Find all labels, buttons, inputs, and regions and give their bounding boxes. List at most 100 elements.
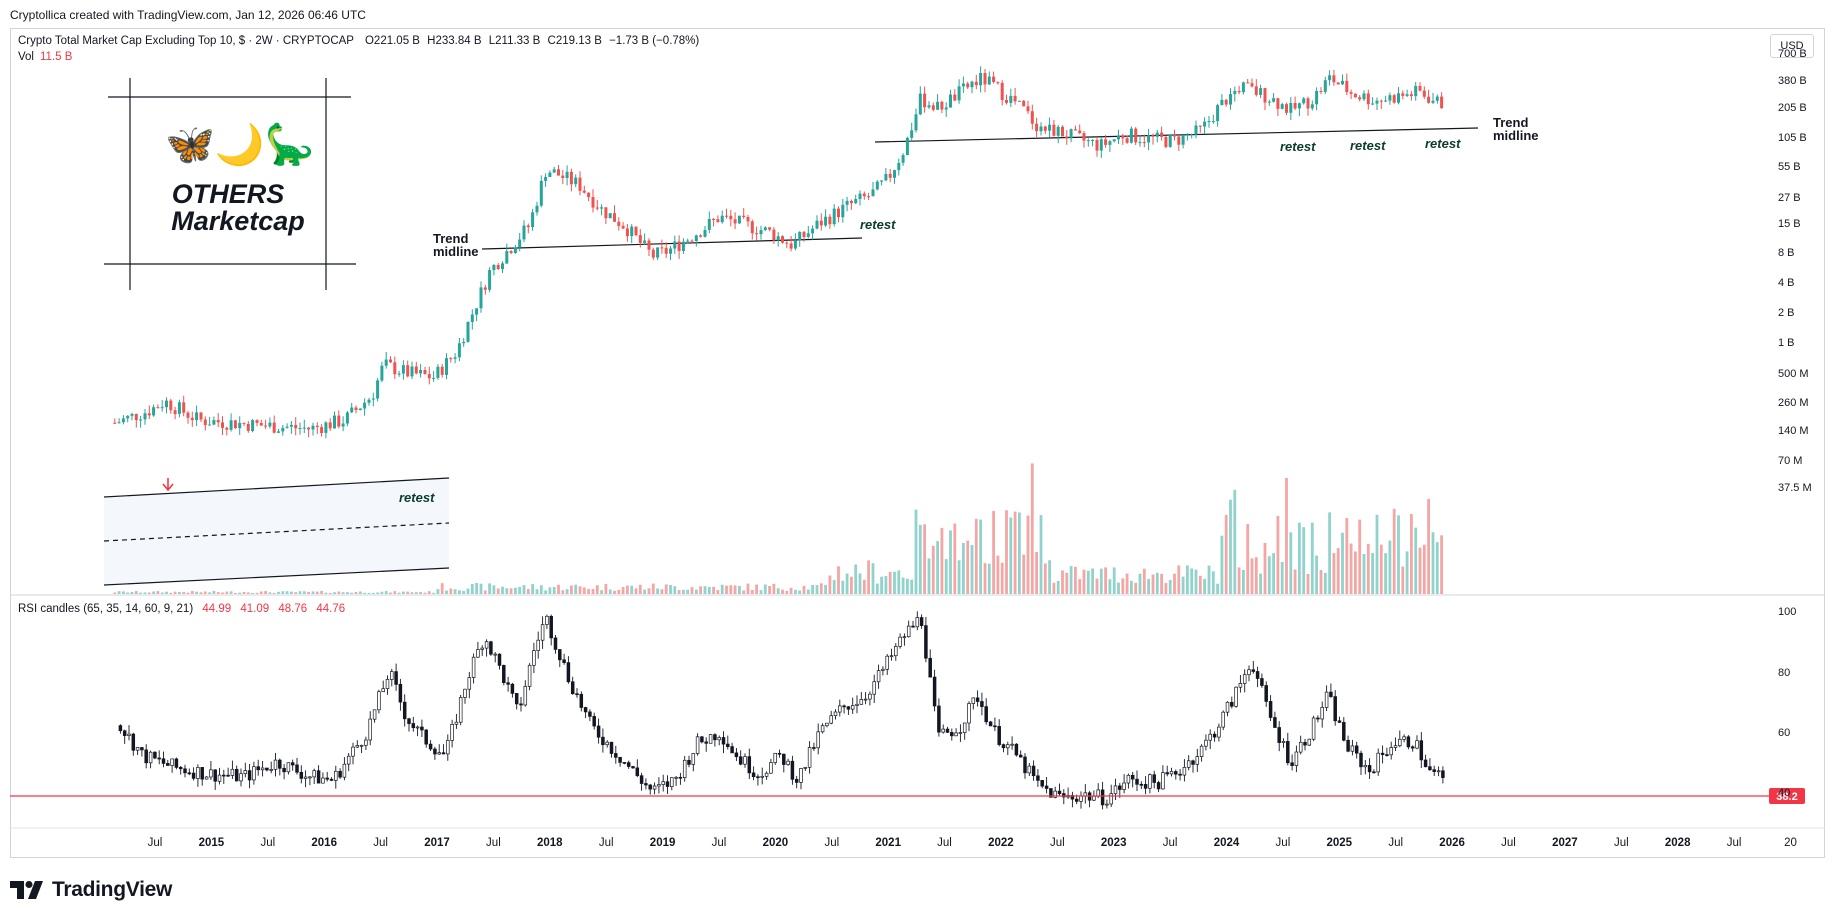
currency-button[interactable]: USD bbox=[1770, 34, 1814, 58]
rsi-candle-body bbox=[915, 617, 920, 628]
candle-body bbox=[1168, 134, 1172, 147]
volume-bar bbox=[1289, 532, 1293, 594]
volume-label[interactable]: Vol bbox=[18, 51, 34, 63]
others-marketcap-box[interactable]: 🦋🌙🦕 OTHERS Marketcap bbox=[104, 78, 356, 290]
rsi-candle-body bbox=[842, 705, 846, 708]
rsi-candle-body bbox=[1014, 743, 1019, 756]
rsi-axis[interactable]: 100 80 60 40 bbox=[1778, 606, 1796, 799]
rsi-candle-body bbox=[1217, 726, 1221, 738]
volume-bar bbox=[298, 591, 302, 594]
rsi-candle-body bbox=[196, 767, 200, 779]
candle-body bbox=[742, 215, 746, 217]
channel-lower-line[interactable] bbox=[103, 567, 450, 586]
volume-bar bbox=[923, 524, 926, 594]
price-candles[interactable] bbox=[113, 66, 1444, 439]
time-axis-label: 2022 bbox=[988, 837, 1014, 849]
candle-body bbox=[1220, 99, 1224, 106]
rsi-candle-body bbox=[467, 677, 472, 690]
rsi-candle-body bbox=[1423, 759, 1428, 768]
time-axis-label: Jul bbox=[260, 837, 275, 849]
candle-body bbox=[449, 358, 453, 360]
rsi-candle-body bbox=[1406, 736, 1411, 748]
candle-body bbox=[246, 423, 250, 431]
rsi-value-3: 48.76 bbox=[278, 603, 308, 615]
rsi-candle-body bbox=[975, 697, 980, 702]
rsi-candle-body bbox=[695, 736, 700, 754]
time-axis[interactable]: Jul 2015 Jul 2016 Jul 2017 Jul 2018 Jul 2019 Jul 20… bbox=[148, 837, 1797, 849]
candle-body bbox=[854, 199, 858, 204]
volume-bar bbox=[565, 589, 569, 594]
volume-bar bbox=[604, 584, 608, 594]
candle-body bbox=[298, 428, 302, 429]
rsi-candle-body bbox=[1152, 774, 1156, 783]
candle-body bbox=[1241, 82, 1245, 93]
candle-body bbox=[1211, 121, 1215, 122]
volume-bar bbox=[802, 585, 806, 594]
volume-bar bbox=[397, 592, 401, 594]
tradingview-logo[interactable]: TradingView bbox=[10, 878, 172, 902]
volume-bar bbox=[1091, 568, 1094, 594]
candle-body bbox=[173, 410, 177, 414]
rsi-label[interactable]: RSI candles (65, 35, 14, 60, 9, 21) bbox=[18, 603, 194, 615]
rsi-candle-body bbox=[454, 721, 459, 725]
candle-body bbox=[1039, 126, 1043, 132]
channel-mid-line[interactable] bbox=[103, 522, 450, 542]
volume-bar bbox=[962, 543, 965, 594]
rsi-candle-body bbox=[588, 711, 592, 717]
channel-upper-line[interactable] bbox=[103, 477, 450, 498]
volume-bar bbox=[1328, 512, 1331, 594]
volume-bar bbox=[768, 586, 771, 594]
rsi-candle-body bbox=[980, 701, 984, 707]
volume-bar bbox=[1384, 553, 1387, 594]
candle-body bbox=[961, 83, 965, 87]
price-axis[interactable]: 700 B 380 B 205 B 105 B 55 B 27 B 15 B 8 B 4 B 2 … bbox=[1778, 48, 1812, 494]
rsi-candle-body bbox=[170, 758, 174, 766]
volume-bar bbox=[1155, 572, 1159, 594]
symbol-name[interactable]: Crypto Total Market Cap Excluding Top 10… bbox=[18, 35, 354, 47]
volume-bar bbox=[423, 592, 427, 594]
candle-body bbox=[1409, 94, 1413, 96]
candle-body bbox=[716, 219, 720, 223]
volume-bar bbox=[1108, 579, 1112, 594]
rsi-candle-body bbox=[674, 776, 678, 779]
candle-body bbox=[871, 189, 875, 197]
candle-body bbox=[737, 215, 741, 224]
rsi-candle-body bbox=[334, 770, 338, 781]
rsi-candles[interactable] bbox=[118, 611, 1445, 810]
volume-bar bbox=[1427, 498, 1430, 594]
rsi-candle-body bbox=[1402, 736, 1406, 740]
rsi-candle-body bbox=[1062, 793, 1066, 798]
trend-midline-right[interactable] bbox=[874, 127, 1479, 143]
rsi-candle-body bbox=[1074, 798, 1079, 802]
candle-body bbox=[406, 365, 410, 377]
volume-bar bbox=[526, 589, 530, 594]
rsi-candle-body bbox=[812, 747, 816, 749]
volume-bar bbox=[272, 592, 276, 594]
volume-bar bbox=[815, 585, 819, 594]
candle-body bbox=[1323, 80, 1327, 92]
rsi-candle-body bbox=[161, 758, 166, 764]
volume-bar bbox=[522, 585, 526, 594]
candle-body bbox=[811, 228, 815, 234]
price-axis-label: 380 B bbox=[1778, 75, 1807, 87]
trend-midline-left[interactable] bbox=[481, 237, 863, 250]
volume-bar bbox=[402, 591, 405, 594]
candle-body bbox=[888, 173, 892, 178]
volume-bar bbox=[1190, 568, 1194, 594]
rsi-candle-body bbox=[782, 753, 786, 765]
candle-body bbox=[285, 426, 289, 428]
candle-body bbox=[557, 169, 560, 176]
volume-bar bbox=[561, 590, 565, 594]
rsi-candle-body bbox=[1204, 739, 1208, 747]
rsi-candle-body bbox=[122, 730, 127, 736]
volume-bar bbox=[1056, 581, 1060, 594]
rsi-candle-body bbox=[1264, 685, 1268, 702]
candle-body bbox=[690, 240, 694, 242]
box-title-others: OTHERS bbox=[172, 179, 285, 209]
candle-body bbox=[1065, 136, 1069, 139]
volume-bar bbox=[931, 545, 935, 594]
candle-body bbox=[1224, 99, 1228, 105]
candle-body bbox=[604, 207, 608, 219]
volume-bar bbox=[638, 584, 642, 594]
